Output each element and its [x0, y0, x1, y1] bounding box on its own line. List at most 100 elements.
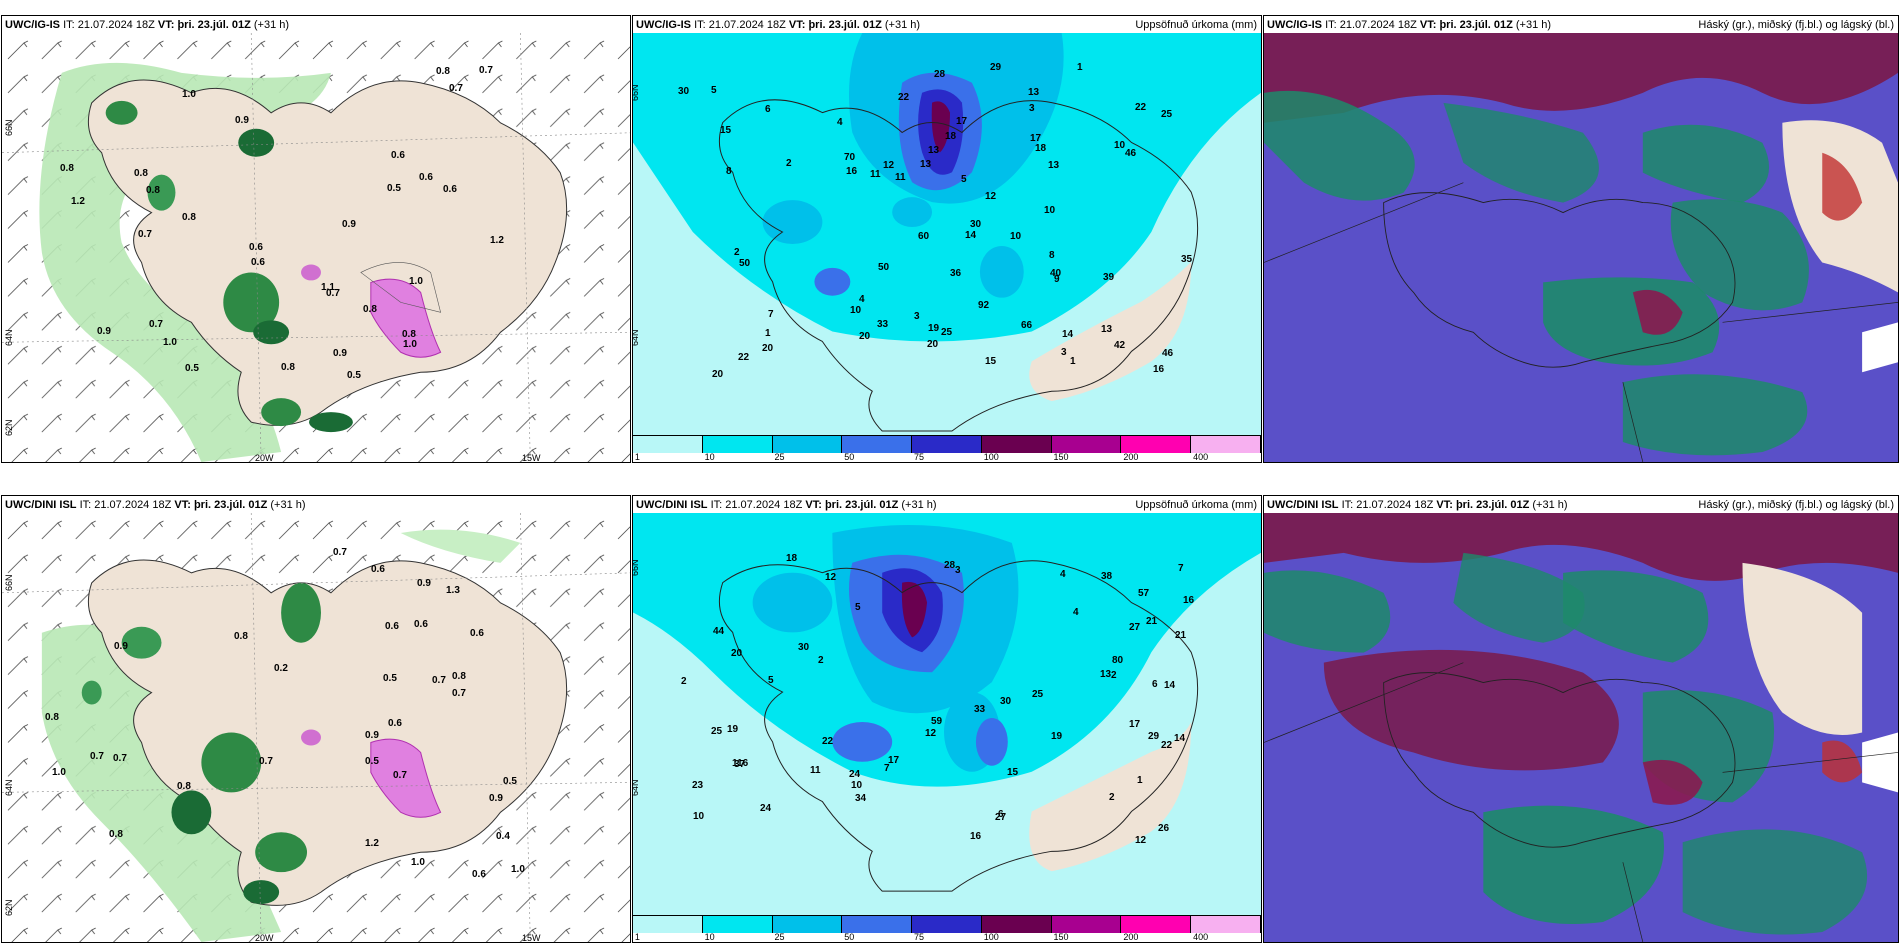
grid-value-label: 1.0: [511, 864, 525, 875]
lat-label-66n: 66N: [632, 559, 640, 576]
grid-value-label: 5: [768, 675, 774, 686]
grid-value-label: 11: [870, 169, 881, 180]
lat-label-64n: 64N: [632, 329, 640, 346]
grid-value-label: 0.7: [333, 547, 347, 558]
panel-precip-igis: UWC/IG-IS IT: 21.07.2024 18Z VT: þri. 23…: [632, 15, 1262, 463]
grid-value-label: 10: [851, 780, 863, 791]
legend-tick-label: 400: [1193, 932, 1209, 942]
grid-value-label: 7: [1178, 563, 1184, 574]
grid-value-label: 20: [859, 331, 871, 342]
precip-map[interactable]: [633, 33, 1261, 436]
grid-value-label: 0.6: [419, 172, 433, 183]
grid-value-label: 0.7: [393, 770, 407, 781]
panel-clouds-dini: UWC/DINI ISL IT: 21.07.2024 18Z VT: þri.…: [1263, 495, 1899, 943]
grid-value-label: 1.0: [52, 767, 66, 778]
grid-value-label: 29: [1148, 731, 1160, 742]
grid-value-label: 0.8: [452, 671, 466, 682]
grid-value-label: 4: [837, 117, 843, 128]
grid-value-label: 1.0: [163, 337, 177, 348]
grid-value-label: 34: [855, 793, 867, 804]
grid-value-label: 0.9: [333, 348, 347, 359]
grid-value-label: 18: [1035, 143, 1047, 154]
legend-swatch: [772, 436, 843, 453]
panel-title: Háský (gr.), miðský (fj.bl.) og lágský (…: [1698, 499, 1894, 511]
grid-value-label: 3: [955, 565, 961, 576]
grid-value-label: 0.9: [235, 115, 249, 126]
grid-value-label: 0.9: [489, 793, 503, 804]
lat-label-66n: 66N: [4, 574, 14, 591]
grid-value-label: 12: [985, 191, 997, 202]
grid-value-label: 0.9: [365, 730, 379, 741]
grid-value-label: 7: [884, 763, 890, 774]
grid-value-label: 2: [1109, 792, 1115, 803]
grid-value-label: 39: [1103, 272, 1115, 283]
precip-map[interactable]: [633, 513, 1261, 916]
grid-value-label: 10: [693, 811, 705, 822]
grid-value-label: 25: [1032, 689, 1044, 700]
wind-map[interactable]: [2, 33, 630, 462]
grid-value-label: 8: [1049, 250, 1055, 261]
grid-value-label: 0.6: [391, 150, 405, 161]
grid-value-label: 13: [1101, 324, 1113, 335]
grid-value-label: 2: [786, 158, 792, 169]
lat-label-64n: 64N: [632, 779, 640, 796]
grid-value-label: 1: [765, 328, 771, 339]
legend-swatch: [842, 436, 913, 453]
panel-header: UWC/IG-IS IT: 21.07.2024 18Z VT: þri. 23…: [1267, 19, 1552, 31]
grid-value-label: 30: [798, 642, 810, 653]
legend-tick-label: 400: [1193, 452, 1209, 462]
legend-tick-label: 150: [1053, 452, 1069, 462]
grid-value-label: 25: [1161, 109, 1173, 120]
legend-swatch: [633, 916, 703, 933]
grid-value-label: 12: [925, 728, 937, 739]
grid-value-label: 1: [1137, 775, 1143, 786]
panel-header: UWC/IG-IS IT: 21.07.2024 18Z VT: þri. 23…: [5, 19, 290, 31]
legend-swatch: [702, 436, 773, 453]
grid-value-label: 2: [734, 247, 740, 258]
lat-label-66n: 66N: [4, 119, 14, 136]
grid-value-label: 0.2: [274, 663, 288, 674]
panel-title: Uppsöfnuð úrkoma (mm): [1135, 19, 1257, 31]
legend-tick-label: 75: [913, 932, 924, 942]
cloud-map[interactable]: [1264, 513, 1898, 942]
panel-header: UWC/DINI ISL IT: 21.07.2024 18Z VT: þri.…: [636, 499, 937, 511]
grid-value-label: 57: [1138, 588, 1150, 599]
grid-value-label: 66: [1021, 320, 1033, 331]
wind-map[interactable]: [2, 513, 630, 942]
grid-value-label: 60: [918, 231, 930, 242]
grid-value-label: 59: [931, 716, 943, 727]
grid-value-label: 0.6: [414, 619, 428, 630]
grid-value-label: 0.8: [281, 362, 295, 373]
grid-value-label: 0.7: [449, 83, 463, 94]
grid-value-label: 0.9: [417, 578, 431, 589]
legend-swatch: [912, 916, 982, 933]
grid-value-label: 0.7: [138, 229, 152, 240]
grid-value-label: 17: [888, 755, 900, 766]
grid-value-label: 19: [727, 724, 739, 735]
grid-value-label: 7: [768, 309, 774, 320]
grid-value-label: 11: [810, 765, 821, 776]
grid-value-label: 0.7: [113, 753, 127, 764]
grid-value-label: 0.4: [496, 831, 510, 842]
grid-value-label: 1.2: [71, 196, 85, 207]
grid-value-label: 13: [1048, 160, 1060, 171]
grid-value-label: 46: [1162, 348, 1174, 359]
grid-value-label: 35: [1181, 254, 1193, 265]
grid-value-label: 0.5: [383, 673, 397, 684]
cloud-map[interactable]: [1264, 33, 1898, 462]
panel-wind-dini: UWC/DINI ISL IT: 21.07.2024 18Z VT: þri.…: [1, 495, 631, 943]
grid-value-label: 3: [1061, 347, 1067, 358]
grid-value-label: 12: [825, 572, 837, 583]
grid-value-label: 40: [1050, 268, 1062, 279]
grid-value-label: 14: [1062, 329, 1074, 340]
grid-value-label: 1.0: [409, 276, 423, 287]
lat-label-62n: 62N: [4, 419, 14, 436]
grid-value-label: 0.8: [234, 631, 248, 642]
grid-value-label: 0.5: [185, 363, 199, 374]
grid-value-label: 1.1: [321, 282, 335, 293]
grid-value-label: 36: [950, 268, 962, 279]
legend-tick-label: 10: [704, 932, 715, 942]
grid-value-label: 0.8: [182, 212, 196, 223]
grid-value-label: 17: [1129, 719, 1141, 730]
grid-value-label: 19: [928, 323, 940, 334]
